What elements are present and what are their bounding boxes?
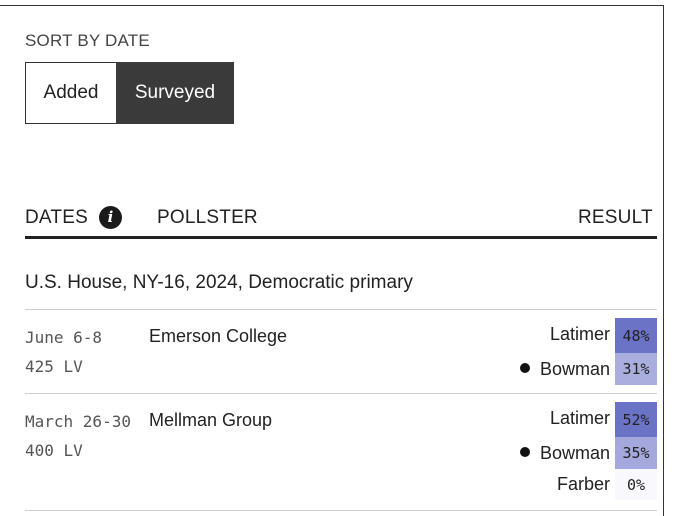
result-pct: 35%	[615, 437, 657, 469]
right-border	[663, 5, 664, 516]
result-pct: 52%	[615, 402, 657, 437]
poll-dates: March 26-30	[25, 412, 131, 431]
candidate-name: Bowman	[539, 443, 610, 463]
candidate-latimer: Latimer	[550, 324, 610, 345]
row-divider	[25, 393, 657, 394]
candidate-bowman: Bowman	[519, 443, 610, 464]
candidate-name: Latimer	[549, 324, 610, 344]
poll-sample: 425 LV	[25, 357, 83, 376]
sort-by-date-label: SORT BY DATE	[25, 31, 150, 50]
row-divider	[25, 309, 657, 310]
sort-surveyed-button[interactable]: Surveyed	[116, 62, 234, 124]
result-pct: 0%	[615, 469, 657, 500]
candidate-bowman: Bowman	[519, 359, 610, 380]
result-column-header: RESULT	[578, 207, 653, 228]
incumbent-dot-icon	[519, 447, 530, 457]
result-pct: 48%	[615, 318, 657, 353]
row-divider	[25, 510, 657, 511]
incumbent-dot-icon	[519, 363, 530, 373]
candidate-name: Latimer	[549, 408, 610, 428]
poll-sample: 400 LV	[25, 441, 83, 460]
candidate-name: Bowman	[539, 359, 610, 379]
sort-toggle: Added Surveyed	[25, 62, 234, 124]
result-pct: 31%	[615, 353, 657, 385]
poll-dates: June 6-8	[25, 328, 103, 347]
info-icon[interactable]: i	[99, 206, 122, 229]
pollster-name[interactable]: Emerson College	[149, 326, 288, 346]
candidate-farber: Farber	[557, 474, 610, 495]
race-title: U.S. House, NY-16, 2024, Democratic prim…	[25, 272, 413, 293]
pollster-column-header: POLLSTER	[157, 207, 258, 228]
header-divider	[25, 236, 657, 239]
candidate-latimer: Latimer	[550, 408, 610, 429]
pollster-name[interactable]: Mellman Group	[149, 410, 273, 430]
dates-column-header[interactable]: DATES	[25, 207, 88, 228]
top-border	[0, 5, 664, 6]
sort-added-button[interactable]: Added	[25, 62, 116, 124]
candidate-name: Farber	[556, 474, 610, 494]
